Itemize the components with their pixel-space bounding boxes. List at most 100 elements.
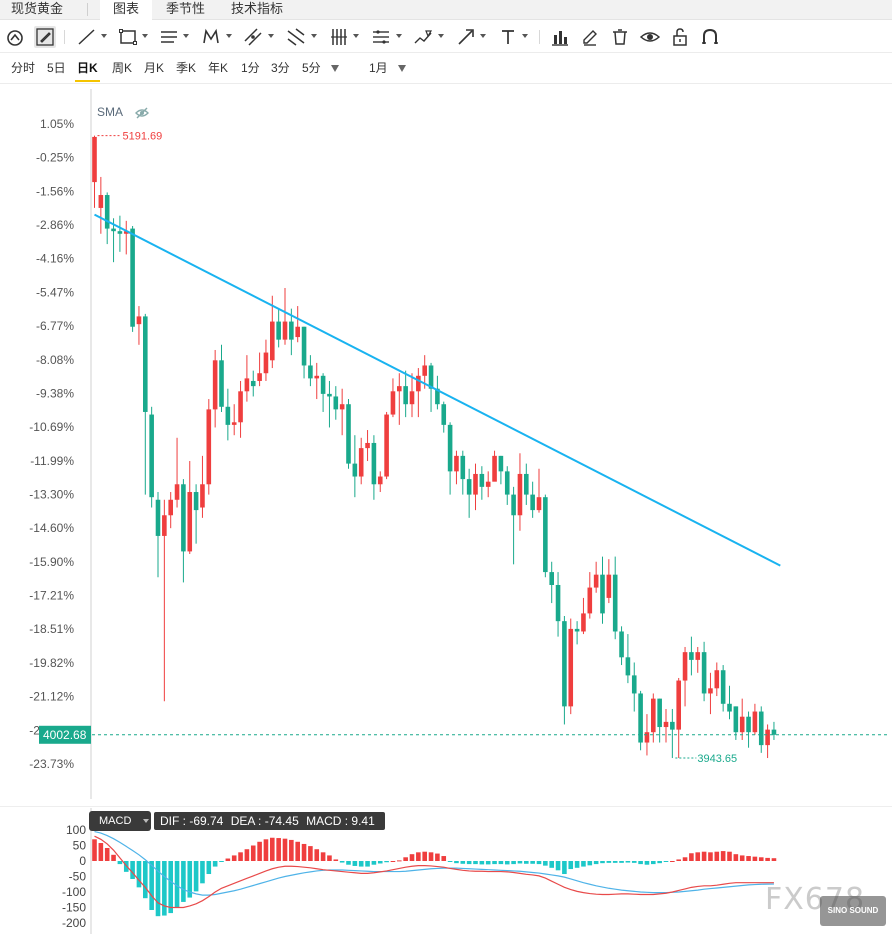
arrow-icon[interactable] [455, 26, 477, 48]
channel-dropdown[interactable] [268, 34, 274, 38]
period-5min[interactable]: 5分 [302, 61, 321, 75]
brush-icon[interactable] [412, 26, 434, 48]
brush-dropdown[interactable] [438, 34, 444, 38]
y-tick-label: -9.38% [36, 386, 74, 400]
macd-bar [695, 852, 701, 861]
macd-bar [346, 861, 351, 865]
candle-body [727, 703, 732, 712]
macd-chart[interactable]: 100 500 -50-100 -150-200 [0, 806, 892, 936]
magnet-icon[interactable] [699, 26, 721, 48]
macd-bar [320, 852, 326, 861]
macd-bar [536, 861, 542, 865]
pencil-draw-icon[interactable] [34, 26, 56, 48]
arrow-dropdown[interactable] [480, 34, 486, 38]
macd-bar [758, 857, 764, 861]
vertical-lines-dropdown[interactable] [353, 34, 359, 38]
trend-line-dropdown[interactable] [101, 34, 107, 38]
tab-seasonality[interactable]: 季节性 [166, 1, 206, 16]
macd-bar [612, 861, 618, 863]
candle-body [708, 688, 713, 694]
period-timeshare[interactable]: 分时 [11, 61, 36, 75]
period-more-dropdown[interactable] [331, 65, 339, 72]
eye-icon[interactable] [639, 26, 661, 48]
range-icon[interactable] [370, 26, 392, 48]
candle-body [263, 352, 269, 374]
macd-bar [314, 849, 320, 861]
candle-body [155, 499, 161, 536]
macd-bar [752, 856, 758, 861]
trend-line-icon[interactable] [76, 26, 98, 48]
pen-icon[interactable] [579, 26, 601, 48]
macd-bar [549, 861, 554, 868]
macd-bar [231, 855, 237, 861]
candle-body [168, 499, 173, 516]
tab-chart[interactable]: 图表 [100, 0, 153, 20]
period-yearly[interactable]: 年K [208, 61, 229, 75]
period-5day[interactable]: 5日 [47, 61, 66, 75]
candle-body [219, 360, 224, 407]
rectangle-dropdown[interactable] [142, 34, 148, 38]
period-1min[interactable]: 1分 [241, 61, 260, 75]
macd-bar [701, 851, 707, 861]
horizontal-lines-icon[interactable] [158, 26, 180, 48]
y-tick-label: -5.47% [36, 285, 74, 299]
trendline[interactable] [94, 213, 781, 567]
rectangle-icon[interactable] [117, 26, 139, 48]
eye-slash-icon[interactable] [135, 107, 149, 119]
macd-bar [593, 861, 599, 865]
candle-body [371, 442, 377, 485]
interval-select[interactable]: 1月 [369, 61, 388, 75]
range-dropdown[interactable] [396, 34, 402, 38]
macd-bar [327, 855, 332, 861]
macd-bar [485, 861, 491, 865]
macd-bar [416, 852, 421, 861]
macd-bar [377, 861, 383, 864]
period-monthly[interactable]: 月K [144, 61, 165, 75]
period-quarterly[interactable]: 季K [176, 61, 197, 75]
candle-body [130, 228, 135, 327]
tab-technical-indicators[interactable]: 技术指标 [231, 1, 284, 16]
period-3min[interactable]: 3分 [271, 61, 290, 75]
macd-select-label: MACD [99, 815, 132, 827]
pattern-icon[interactable] [200, 26, 222, 48]
unlock-icon[interactable] [669, 26, 691, 48]
cursor-icon[interactable] [4, 26, 26, 48]
fib-dropdown[interactable] [311, 34, 317, 38]
pattern-dropdown[interactable] [226, 34, 232, 38]
channel-icon[interactable] [242, 26, 264, 48]
candle-body [358, 448, 364, 477]
candle-body [390, 391, 396, 415]
vertical-lines-icon[interactable] [328, 26, 350, 48]
candle-body [536, 497, 542, 511]
fib-icon[interactable] [285, 26, 307, 48]
candle-body [549, 572, 554, 585]
macd-bar [492, 861, 497, 865]
toolbar-divider [64, 30, 65, 44]
drawing-toolbar [0, 21, 892, 53]
text-dropdown[interactable] [522, 34, 528, 38]
sma-label: SMA [97, 105, 123, 119]
tab-spot-gold[interactable]: 现货黄金 [11, 1, 64, 16]
candle-body [771, 729, 777, 735]
period-daily[interactable]: 日K [75, 54, 100, 82]
dif-value: DIF : -69.74 [160, 814, 224, 828]
horizontal-lines-dropdown[interactable] [183, 34, 189, 38]
candle-body [454, 455, 459, 472]
candle-body [460, 455, 466, 480]
y-tick-label: -17.21% [29, 589, 74, 603]
macd-indicator-select[interactable]: MACD [89, 811, 151, 831]
trash-icon[interactable] [609, 26, 631, 48]
bar-chart-icon[interactable] [549, 26, 571, 48]
interval-dropdown[interactable] [398, 65, 406, 72]
macd-bar [498, 861, 504, 865]
period-weekly[interactable]: 周K [112, 61, 133, 75]
macd-bar [212, 861, 218, 867]
y-tick-label: -2.86% [36, 218, 74, 232]
macd-bar [454, 861, 459, 864]
candlestick-chart[interactable]: 1.05% -0.25% -1.56% -2.86% -4.16% -5.47% -6.77… [0, 84, 892, 802]
candle-body [504, 471, 510, 495]
candle-body [466, 479, 472, 495]
text-icon[interactable] [497, 26, 519, 48]
macd-bar [625, 861, 631, 863]
period-bar: 分时 5日 日K 周K 月K 季K 年K 1分 3分 5分 1月 [0, 54, 892, 84]
